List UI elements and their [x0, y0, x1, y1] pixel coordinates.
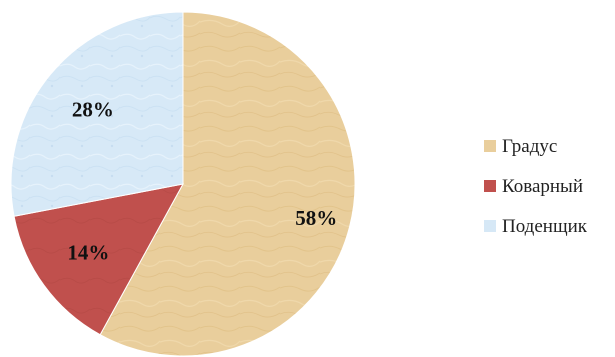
legend-swatch-2: [484, 180, 496, 192]
pie-slices: [10, 11, 356, 357]
legend-label-3: Поденщик: [502, 216, 588, 237]
legend-label-1: Градус: [502, 136, 557, 157]
legend: Градус Коварный Поденщик: [484, 136, 588, 237]
legend-label-2: Коварный: [502, 176, 583, 197]
pie-data-labels: 58% 14% 28%: [67, 97, 337, 264]
pie-data-label-3: 28%: [72, 97, 114, 121]
pie-data-label-2: 14%: [67, 241, 109, 265]
legend-swatch-1: [484, 140, 496, 152]
pie-slice-1: [99, 11, 356, 357]
legend-swatch-3: [484, 220, 496, 232]
pie-slice-2: [13, 183, 184, 336]
pie-slice-3: [10, 11, 184, 217]
pie-data-label-1: 58%: [295, 206, 337, 230]
